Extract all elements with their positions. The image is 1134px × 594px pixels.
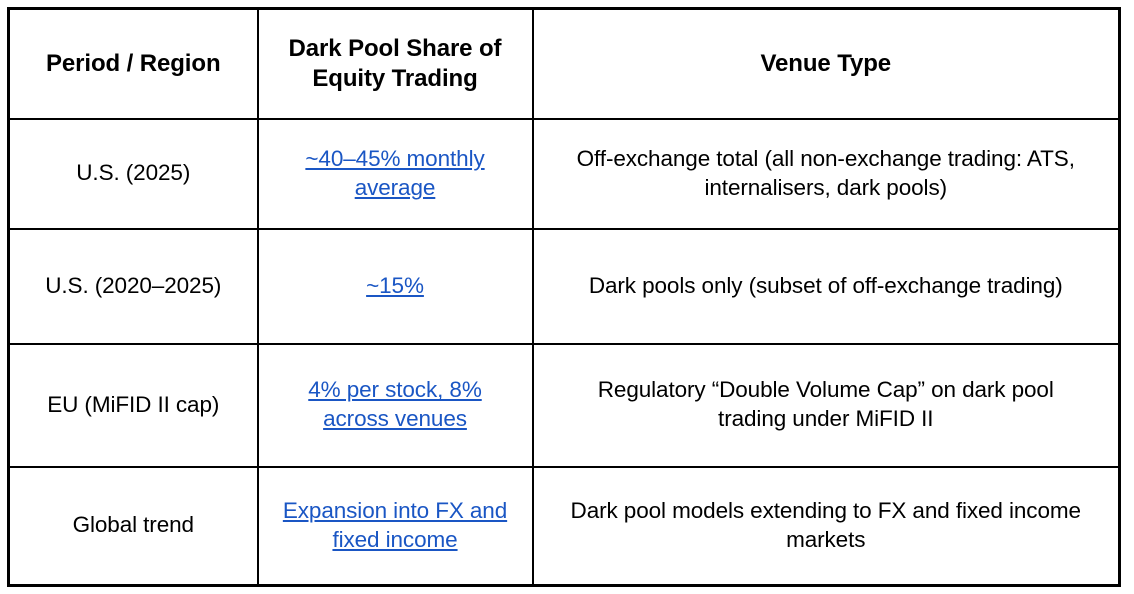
dark-pool-share-link-wrapper: ~15% — [269, 272, 522, 301]
dark-pool-share-link[interactable]: Expansion into FX and fixed income — [282, 498, 508, 552]
period-region-text: Global trend — [72, 512, 194, 538]
period-region-text: U.S. (2025) — [76, 160, 191, 186]
cell-venue-type: Off-exchange total (all non-exchange tra… — [531, 117, 1121, 230]
period-region-text: U.S. (2020–2025) — [45, 272, 222, 298]
cell-dark-pool-share: 4% per stock, 8% across venues — [256, 342, 534, 468]
dark-pool-share-link-wrapper: Expansion into FX and fixed income — [269, 497, 522, 554]
venue-type-text: Dark pools only (subset of off-exchange … — [588, 272, 1063, 298]
cell-venue-type: Dark pools only (subset of off-exchange … — [531, 227, 1121, 345]
table-row: EU (MiFID II cap) 4% per stock, 8% acros… — [7, 342, 1121, 468]
column-header-venue-type: Venue Type — [531, 7, 1121, 120]
venue-type-text: Dark pool models extending to FX and fix… — [570, 498, 1081, 552]
dark-pool-share-table: Period / Region Dark Pool Share of Equit… — [7, 7, 1121, 587]
cell-dark-pool-share: ~40–45% monthly average — [256, 117, 534, 230]
venue-type-text: Off-exchange total (all non-exchange tra… — [576, 145, 1075, 200]
cell-dark-pool-share: ~15% — [256, 227, 534, 345]
table-header: Period / Region Dark Pool Share of Equit… — [7, 7, 1121, 120]
period-region-text: EU (MiFID II cap) — [47, 391, 220, 417]
table-row: Global trend Expansion into FX and fixed… — [7, 465, 1121, 587]
cell-period-region: EU (MiFID II cap) — [7, 342, 259, 468]
dark-pool-share-link-wrapper: 4% per stock, 8% across venues — [269, 376, 522, 433]
table-header-row: Period / Region Dark Pool Share of Equit… — [7, 7, 1121, 120]
dark-pool-share-link[interactable]: 4% per stock, 8% across venues — [308, 377, 482, 431]
dark-pool-share-link[interactable]: ~15% — [366, 272, 424, 298]
cell-period-region: Global trend — [7, 465, 259, 587]
table-container: Period / Region Dark Pool Share of Equit… — [7, 7, 1121, 587]
dark-pool-share-link-wrapper: ~40–45% monthly average — [269, 145, 522, 202]
venue-type-text: Regulatory “Double Volume Cap” on dark p… — [597, 377, 1054, 431]
column-header-period-region: Period / Region — [7, 7, 259, 120]
dark-pool-share-link[interactable]: ~40–45% monthly average — [305, 145, 485, 200]
table-body: U.S. (2025) ~40–45% monthly average Off-… — [7, 117, 1121, 587]
cell-venue-type: Regulatory “Double Volume Cap” on dark p… — [531, 342, 1121, 468]
table-row: U.S. (2020–2025) ~15% Dark pools only (s… — [7, 227, 1121, 345]
table-row: U.S. (2025) ~40–45% monthly average Off-… — [7, 117, 1121, 230]
column-header-dark-pool-share: Dark Pool Share of Equity Trading — [256, 7, 534, 120]
cell-venue-type: Dark pool models extending to FX and fix… — [531, 465, 1121, 587]
cell-period-region: U.S. (2025) — [7, 117, 259, 230]
cell-period-region: U.S. (2020–2025) — [7, 227, 259, 345]
cell-dark-pool-share: Expansion into FX and fixed income — [256, 465, 534, 587]
